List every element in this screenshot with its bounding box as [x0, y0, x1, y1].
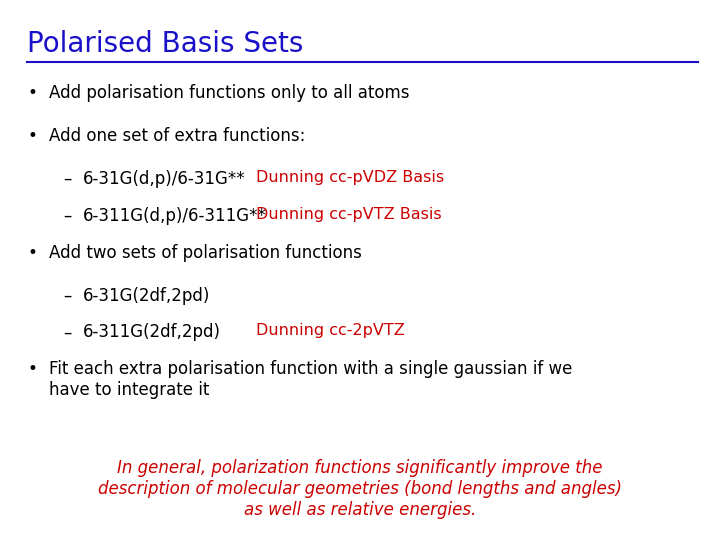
Text: 6-311G(2df,2pd): 6-311G(2df,2pd) — [83, 323, 221, 341]
Text: –: – — [63, 207, 72, 225]
Text: In general, polarization functions significantly improve the
description of mole: In general, polarization functions signi… — [98, 459, 622, 518]
Text: Dunning cc-pVTZ Basis: Dunning cc-pVTZ Basis — [256, 207, 441, 222]
Text: 6-31G(2df,2pd): 6-31G(2df,2pd) — [83, 287, 210, 305]
Text: 6-31G(d,p)/6-31G**: 6-31G(d,p)/6-31G** — [83, 170, 246, 188]
Text: Dunning cc-2pVTZ: Dunning cc-2pVTZ — [256, 323, 405, 339]
Text: •: • — [27, 127, 37, 145]
Text: 6-311G(d,p)/6-311G**: 6-311G(d,p)/6-311G** — [83, 207, 266, 225]
Text: •: • — [27, 360, 37, 378]
Text: Add one set of extra functions:: Add one set of extra functions: — [49, 127, 305, 145]
Text: –: – — [63, 170, 72, 188]
Text: •: • — [27, 244, 37, 261]
Text: –: – — [63, 323, 72, 341]
Text: Polarised Basis Sets: Polarised Basis Sets — [27, 30, 304, 58]
Text: Fit each extra polarisation function with a single gaussian if we
have to integr: Fit each extra polarisation function wit… — [49, 360, 572, 399]
Text: Dunning cc-pVDZ Basis: Dunning cc-pVDZ Basis — [256, 170, 444, 185]
Text: Add two sets of polarisation functions: Add two sets of polarisation functions — [49, 244, 362, 261]
Text: •: • — [27, 84, 37, 102]
Text: –: – — [63, 287, 72, 305]
Text: Add polarisation functions only to all atoms: Add polarisation functions only to all a… — [49, 84, 410, 102]
